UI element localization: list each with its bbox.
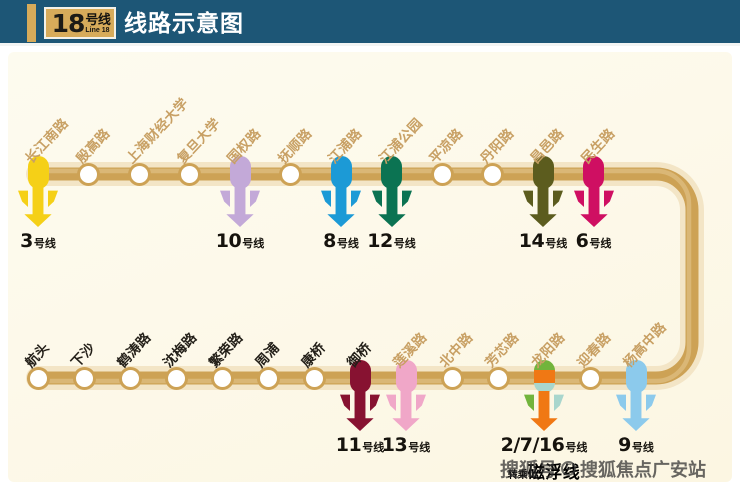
line-transfer-label[interactable]: 13号线 bbox=[382, 434, 430, 456]
interchange-arrow-icon bbox=[340, 391, 380, 431]
station-dot-icon bbox=[127, 162, 151, 186]
station-dot-icon bbox=[26, 366, 50, 390]
station-dot-icon bbox=[578, 366, 602, 390]
line-suffix: 号线 bbox=[242, 237, 265, 250]
station-interchange-marker bbox=[532, 156, 554, 189]
station-interchange-marker bbox=[381, 156, 402, 189]
interchange-arrow-icon bbox=[371, 187, 412, 227]
line-suffix: 号线 bbox=[545, 237, 568, 250]
interchange-arrow-icon bbox=[573, 187, 614, 227]
watermark-logo: 搜狐号 bbox=[500, 459, 558, 481]
line-transfer-label[interactable]: 3号线 bbox=[20, 230, 56, 252]
line-suffix: 号线 bbox=[393, 237, 416, 250]
station-interchange-marker bbox=[625, 360, 647, 393]
line-suffix: 号线 bbox=[336, 237, 359, 250]
badge-line-cn: 号线 bbox=[85, 11, 111, 27]
station-dot-icon bbox=[302, 366, 326, 390]
watermark-ring-icon: C bbox=[561, 461, 577, 476]
badge-line-number: 18 bbox=[51, 8, 86, 38]
line-number: 14 bbox=[518, 230, 545, 252]
interchange-arrow-icon bbox=[524, 391, 564, 431]
page-title: 线路示意图 bbox=[124, 10, 244, 36]
station-dot-icon bbox=[440, 366, 464, 390]
line-number: 11 bbox=[335, 434, 362, 456]
line-number: 10 bbox=[215, 230, 242, 252]
badge-line-en: Line 18 bbox=[85, 26, 110, 34]
interchange-color-segment bbox=[533, 383, 555, 393]
interchange-arrow-icon bbox=[616, 391, 656, 431]
line-transfer-label[interactable]: 14号线 bbox=[519, 230, 567, 252]
station-dot-icon bbox=[118, 366, 142, 390]
station-dot-icon bbox=[164, 366, 188, 390]
line-transfer-label[interactable]: 10号线 bbox=[216, 230, 264, 252]
line-suffix: 号线 bbox=[408, 441, 431, 454]
station-interchange-marker bbox=[330, 156, 352, 189]
header-accent-bar bbox=[27, 4, 36, 42]
station-interchange-marker bbox=[533, 360, 555, 393]
station-dot-icon bbox=[256, 366, 280, 390]
line-transfer-label[interactable]: 9号线 bbox=[618, 434, 654, 456]
track-layer bbox=[8, 52, 732, 482]
interchange-arrow-icon bbox=[18, 187, 58, 227]
station-interchange-marker bbox=[27, 156, 49, 189]
line-number: 13 bbox=[381, 434, 408, 456]
interchange-color-segment bbox=[533, 370, 555, 383]
station-dot-icon bbox=[178, 162, 201, 186]
maglev-note-prefix: 转乘 bbox=[507, 470, 528, 481]
line-transfer-label[interactable]: 6号线 bbox=[576, 230, 612, 252]
interchange-arrow-icon bbox=[523, 187, 563, 227]
line-suffix: 号线 bbox=[565, 441, 588, 454]
route-map-card: 长江南路 3号线 殷高路 上海财经大学 复旦大学 国权路 10号线 抚顺路 江浦路 8号线 江浦公园… bbox=[8, 52, 732, 483]
line-number: 9 bbox=[618, 434, 631, 456]
station-interchange-marker bbox=[349, 360, 371, 393]
interchange-arrow-icon bbox=[321, 187, 361, 227]
interchange-color-segment bbox=[533, 360, 555, 370]
line-suffix: 号线 bbox=[33, 237, 56, 250]
page-header: 18 号线 Line 18 线路示意图 bbox=[0, 0, 740, 46]
track-path bbox=[26, 162, 704, 390]
line-number: 6 bbox=[575, 230, 589, 252]
line-number: 2/7/16 bbox=[500, 434, 565, 456]
line-transfer-label[interactable]: 2/7/16号线 bbox=[501, 434, 588, 456]
station-interchange-marker bbox=[395, 360, 417, 393]
watermark-text: 搜狐焦点广安站 bbox=[580, 459, 707, 481]
station-dot-icon bbox=[430, 162, 454, 186]
line-number: 12 bbox=[367, 230, 393, 252]
station-dot-icon bbox=[72, 366, 96, 390]
station-interchange-marker bbox=[583, 156, 604, 189]
station-dot-icon bbox=[210, 366, 234, 390]
line-transfer-label[interactable]: 12号线 bbox=[367, 230, 415, 252]
line-suffix: 号线 bbox=[362, 441, 385, 454]
station-dot-icon bbox=[486, 366, 510, 390]
line-suffix: 号线 bbox=[589, 237, 612, 250]
line-transfer-label[interactable]: 8号线 bbox=[323, 230, 359, 252]
station-dot-icon bbox=[481, 162, 504, 186]
station-dot-icon bbox=[77, 162, 100, 186]
station-dot-icon bbox=[279, 162, 302, 186]
badge-text-group: 号线 Line 18 bbox=[85, 11, 111, 34]
interchange-arrow-icon bbox=[220, 187, 260, 227]
line-transfer-label[interactable]: 11号线 bbox=[336, 434, 384, 456]
line-suffix: 号线 bbox=[631, 441, 654, 454]
station-interchange-marker bbox=[229, 156, 251, 189]
interchange-arrow-icon bbox=[386, 391, 426, 431]
line-number: 8 bbox=[323, 230, 336, 252]
watermark: 搜狐号 C 搜狐焦点广安站 bbox=[500, 455, 706, 482]
line-18-badge: 18 号线 Line 18 bbox=[44, 7, 116, 39]
line-number: 3 bbox=[20, 230, 33, 252]
